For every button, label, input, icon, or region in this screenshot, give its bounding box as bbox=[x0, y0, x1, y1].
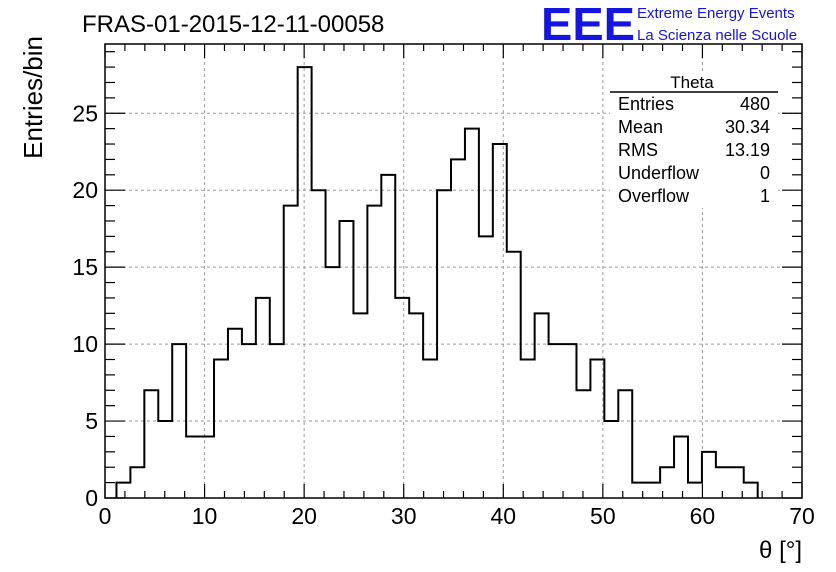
histogram-bin bbox=[604, 421, 618, 498]
histogram-bin bbox=[507, 252, 521, 498]
y-tick-label: 25 bbox=[72, 100, 98, 126]
x-tick-label: 30 bbox=[391, 503, 417, 529]
histogram-bin bbox=[186, 436, 200, 498]
histogram-bin bbox=[590, 359, 604, 498]
histogram-bin bbox=[576, 390, 590, 498]
histogram-bin bbox=[479, 236, 493, 498]
histogram-bin bbox=[549, 344, 563, 498]
histogram-bin bbox=[200, 436, 214, 498]
x-tick-label: 40 bbox=[490, 503, 516, 529]
x-tick-label: 60 bbox=[690, 503, 716, 529]
stats-label-rms: RMS bbox=[618, 140, 658, 160]
stats-value-underflow: 0 bbox=[760, 163, 770, 183]
stats-value-mean: 30.34 bbox=[725, 117, 770, 137]
y-tick-label: 15 bbox=[72, 254, 98, 280]
histogram-bin bbox=[242, 344, 256, 498]
stats-box-background bbox=[610, 74, 778, 208]
histogram-bin bbox=[702, 452, 716, 498]
logo-line-1: Extreme Energy Events bbox=[637, 5, 795, 22]
histogram-bin bbox=[744, 483, 758, 498]
histogram-bin bbox=[116, 483, 130, 498]
stats-box-title: Theta bbox=[670, 73, 714, 92]
histogram-bin bbox=[256, 298, 270, 498]
histogram-bin bbox=[214, 359, 228, 498]
y-tick-labels: 0 5 10 15 20 25 bbox=[72, 100, 98, 511]
stats-label-mean: Mean bbox=[618, 117, 663, 137]
plot-border bbox=[104, 43, 803, 499]
stats-label-overflow: Overflow bbox=[618, 186, 690, 206]
histogram-bin bbox=[465, 129, 479, 498]
histogram-bin bbox=[646, 483, 660, 498]
y-tick-label: 20 bbox=[72, 177, 98, 203]
histogram-bin bbox=[158, 421, 172, 498]
histogram-bin bbox=[298, 67, 312, 498]
x-tick-label: 0 bbox=[99, 503, 112, 529]
x-tick-label: 20 bbox=[291, 503, 317, 529]
y-axis-label: Entries/bin bbox=[18, 36, 48, 159]
y-tick-label: 5 bbox=[85, 408, 98, 434]
chart-title: FRAS-01-2015-12-11-00058 bbox=[82, 11, 384, 38]
eee-logo-icon: EEE bbox=[541, 0, 635, 50]
histogram-series bbox=[115, 66, 759, 498]
histogram-bin bbox=[284, 206, 298, 498]
histogram-bin bbox=[521, 359, 535, 498]
plot-frame bbox=[104, 43, 803, 499]
histogram-bin bbox=[451, 159, 465, 498]
histogram-bin bbox=[535, 313, 549, 498]
x-tick-label: 10 bbox=[192, 503, 218, 529]
histogram-bin bbox=[674, 436, 688, 498]
stats-label-entries: Entries bbox=[618, 94, 674, 114]
histogram-bin bbox=[228, 329, 242, 498]
histogram-bin bbox=[437, 190, 451, 498]
x-axis-label: θ [°] bbox=[759, 537, 802, 564]
stats-value-overflow: 1 bbox=[760, 186, 770, 206]
x-tick-labels: 0 10 20 30 40 50 60 70 bbox=[99, 503, 815, 529]
histogram-bin bbox=[618, 390, 632, 498]
histogram-bin bbox=[144, 390, 158, 498]
histogram-outline bbox=[115, 66, 759, 498]
histogram-bin bbox=[409, 313, 423, 498]
logo-line-2: La Scienza nelle Scuole bbox=[637, 27, 797, 44]
histogram-bin bbox=[367, 206, 381, 498]
histogram-bin bbox=[493, 144, 507, 498]
histogram-bin bbox=[270, 344, 284, 498]
histogram-bin bbox=[563, 344, 577, 498]
histogram-bin bbox=[395, 298, 409, 498]
histogram-bin bbox=[688, 483, 702, 498]
stats-value-rms: 13.19 bbox=[725, 140, 770, 160]
histogram-bin bbox=[423, 359, 437, 498]
histogram-bin bbox=[130, 467, 144, 498]
histogram-bin bbox=[353, 313, 367, 498]
grid-lines bbox=[105, 44, 802, 498]
histogram-bin bbox=[381, 175, 395, 498]
histogram-bin bbox=[172, 344, 186, 498]
histogram-bin bbox=[312, 190, 326, 498]
histogram-bin bbox=[339, 221, 353, 498]
histogram-bin bbox=[326, 267, 340, 498]
stats-box: Theta Entries 480 Mean 30.34 RMS 13.19 Underfl… bbox=[610, 73, 778, 208]
x-tick-label: 50 bbox=[590, 503, 616, 529]
y-tick-label: 0 bbox=[85, 485, 98, 511]
axis-ticks bbox=[104, 44, 803, 499]
stats-label-underflow: Underflow bbox=[618, 163, 700, 183]
histogram-bin bbox=[632, 483, 646, 498]
stats-value-entries: 480 bbox=[740, 94, 770, 114]
y-tick-label: 10 bbox=[72, 331, 98, 357]
x-tick-label: 70 bbox=[789, 503, 815, 529]
